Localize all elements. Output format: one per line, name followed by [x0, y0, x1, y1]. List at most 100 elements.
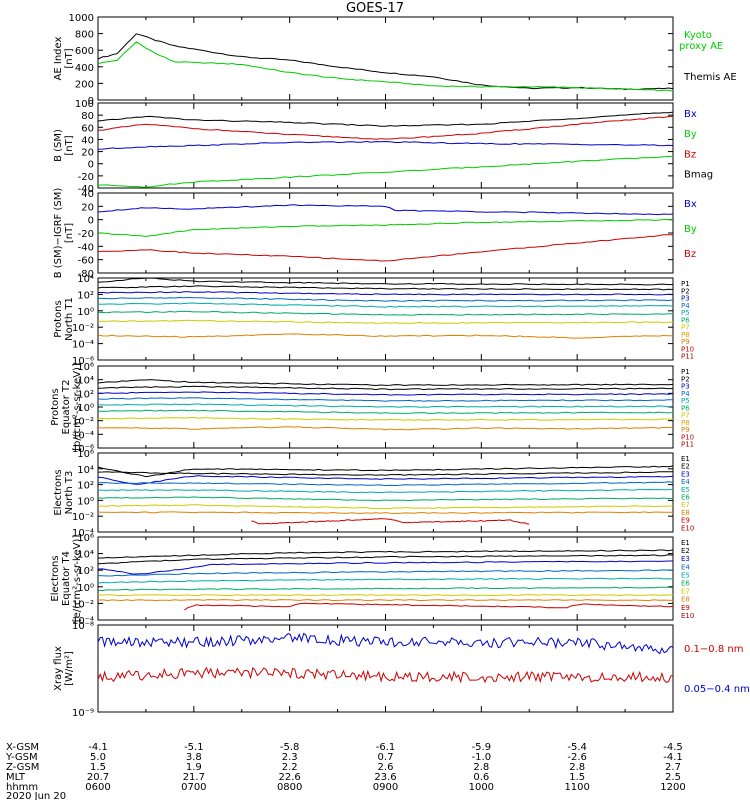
- footer-cell: 2.3: [282, 752, 298, 763]
- series-line: [97, 475, 674, 485]
- series-line: [97, 560, 673, 575]
- legend-entry: Bx: [684, 199, 697, 210]
- legend-entry: P9: [681, 338, 690, 346]
- footer-cell: 1100: [564, 782, 589, 793]
- y-tick-label: 0: [88, 96, 94, 107]
- y-axis-label: [nT]: [64, 48, 75, 68]
- y-tick-label: -40: [78, 184, 94, 195]
- series-line: [97, 379, 674, 387]
- y-tick-label: 0: [88, 216, 94, 227]
- y-tick-label: 10⁻⁴: [72, 616, 94, 627]
- series-line: [98, 549, 674, 559]
- y-tick-label: 100: [75, 99, 94, 110]
- footer-cell: 1.5: [569, 772, 585, 783]
- footer-row-label: Y-GSM: [5, 752, 38, 763]
- legend-entry: E5: [681, 486, 690, 494]
- footer-cell: 2.2: [282, 762, 298, 773]
- series-line: [97, 426, 674, 431]
- legend-entry: P9: [681, 426, 690, 434]
- y-axis-label: [e/(cm²-s-sr-keV)]: [72, 535, 83, 623]
- footer-cell: -5.8: [280, 742, 300, 753]
- legend-entry: proxy AE: [679, 41, 723, 52]
- y-tick-label: 10²: [77, 481, 94, 492]
- y-tick-label: 40: [81, 135, 94, 146]
- legend-entry: P2: [681, 375, 690, 383]
- footer-cell: 0700: [181, 782, 206, 793]
- legend-entry: 0.05−0.4 nm: [684, 684, 750, 695]
- legend-entry: E10: [681, 524, 694, 532]
- legend-entry: E6: [681, 494, 690, 502]
- y-tick-label: 10⁻⁴: [72, 340, 94, 351]
- series-line: [97, 397, 674, 402]
- footer-cell: 1.5: [90, 762, 106, 773]
- footer-cell: -2.6: [567, 752, 587, 763]
- series-line: [97, 391, 674, 396]
- legend-entry: P4: [681, 390, 690, 398]
- series-line: [97, 511, 674, 514]
- series-line: [97, 471, 674, 476]
- y-tick-label: 10⁻⁴: [72, 430, 94, 441]
- legend-entry: E1: [681, 455, 690, 463]
- series-line: [97, 140, 674, 150]
- y-tick-label: 10²: [77, 290, 94, 301]
- legend-entry: P8: [681, 331, 690, 339]
- series-line: [97, 504, 674, 509]
- y-tick-label: 10⁻⁴: [72, 528, 94, 539]
- series-line: [97, 204, 674, 216]
- y-tick-label: 20: [81, 148, 94, 159]
- y-tick-label: 10⁰: [77, 403, 94, 414]
- footer-cell: 1.9: [186, 762, 202, 773]
- legend-entry: E4: [681, 478, 690, 486]
- series-line: [97, 115, 674, 140]
- series-line: [97, 599, 674, 602]
- y-tick-label: 10⁶: [77, 362, 94, 373]
- legend-entry: E10: [681, 612, 694, 620]
- series-line: [97, 488, 674, 494]
- series-line: [97, 155, 674, 188]
- y-axis-label: [W/m²]: [64, 651, 75, 686]
- legend-entry: P7: [681, 412, 690, 420]
- y-tick-label: 10⁴: [77, 550, 94, 561]
- legend-entry: P1: [681, 280, 690, 288]
- y-axis-label: Equator T2: [61, 380, 72, 435]
- legend-entry: P3: [681, 383, 690, 391]
- legend-entry: P5: [681, 309, 690, 317]
- series-line: [97, 416, 674, 421]
- footer-date: 2020 Jun 20: [6, 791, 66, 800]
- y-axis-label: [p/(cm²-s-sr-keV)]: [72, 363, 83, 451]
- legend-entry: P6: [681, 316, 690, 324]
- legend-entry: P5: [681, 397, 690, 405]
- y-tick-label: 10⁴: [77, 274, 94, 285]
- y-axis-label: Xray flux: [53, 646, 64, 691]
- legend-entry: Themis AE: [683, 72, 737, 83]
- series-line: [97, 403, 674, 408]
- series-line: [251, 518, 530, 525]
- footer-cell: -5.9: [472, 742, 492, 753]
- series-line: [97, 319, 673, 325]
- footer-row-label: hhmm: [6, 782, 38, 793]
- footer-cell: 3.8: [186, 752, 202, 763]
- footer-cell: 0.6: [473, 772, 489, 783]
- legend-entry: Bz: [684, 149, 696, 160]
- series-line: [98, 409, 674, 414]
- footer-cell: -5.4: [567, 742, 587, 753]
- y-tick-label: -40: [78, 242, 94, 253]
- y-tick-label: 60: [81, 123, 94, 134]
- y-tick-label: 10⁻²: [72, 599, 94, 610]
- footer-cell: 22.6: [279, 772, 301, 783]
- legend-entry: E2: [681, 463, 690, 471]
- y-tick-label: 10⁻⁹: [72, 708, 94, 719]
- footer-cell: 0900: [373, 782, 398, 793]
- series-line: [97, 569, 674, 577]
- footer-cell: 21.7: [183, 772, 205, 783]
- footer-cell: 2.8: [473, 762, 489, 773]
- y-tick-label: 200: [75, 79, 94, 90]
- y-axis-label: B (SM)−IGRF (SM): [53, 188, 64, 279]
- legend-entry: P11: [681, 441, 694, 449]
- legend-entry: By: [684, 224, 697, 235]
- y-axis-label: [nT]: [64, 135, 75, 155]
- y-tick-label: 40: [81, 189, 94, 200]
- y-tick-label: 10⁻⁶: [72, 444, 94, 455]
- y-tick-label: 10²: [77, 566, 94, 577]
